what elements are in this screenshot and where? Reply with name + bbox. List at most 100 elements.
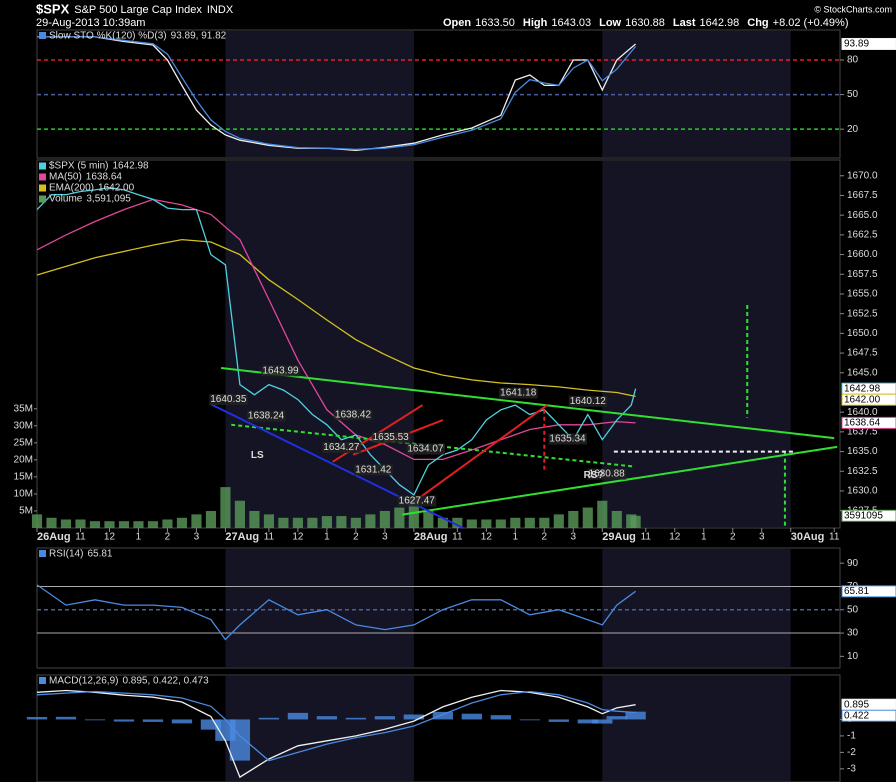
bar bbox=[31, 514, 43, 528]
bar bbox=[258, 717, 280, 720]
bar bbox=[394, 507, 405, 528]
day-shade bbox=[225, 549, 414, 667]
x-tick-label: 12 bbox=[669, 532, 681, 543]
bar bbox=[336, 516, 347, 528]
last-value: 65.81 bbox=[844, 586, 869, 597]
day-shade bbox=[225, 676, 414, 781]
x-tick-label: 11 bbox=[641, 532, 652, 543]
bar bbox=[490, 715, 511, 720]
quote-value: 1630.88 bbox=[625, 17, 665, 29]
x-tick-label: 3 bbox=[571, 532, 577, 543]
x-tick-label: 1 bbox=[136, 532, 142, 543]
series-line bbox=[37, 36, 637, 151]
y-tick-label: -1 bbox=[847, 731, 856, 742]
symbol: $SPX bbox=[36, 1, 70, 16]
bar bbox=[592, 719, 613, 724]
price-annotation: 1634.07 bbox=[407, 444, 444, 455]
y-tick-label: 30 bbox=[847, 628, 859, 639]
trendline bbox=[402, 445, 838, 516]
quote-label: High bbox=[523, 17, 548, 29]
trendline bbox=[220, 367, 835, 440]
series-line bbox=[36, 690, 636, 762]
y-tick-label: 1665.0 bbox=[847, 210, 878, 221]
x-tick-label: 1 bbox=[324, 532, 330, 543]
day-shade bbox=[602, 676, 791, 781]
bar bbox=[519, 719, 540, 721]
legend-swatch bbox=[39, 184, 46, 192]
bar bbox=[452, 517, 463, 528]
quote-label: Low bbox=[599, 17, 621, 29]
price-annotation: 1640.35 bbox=[210, 394, 247, 405]
x-tick-label: 2 bbox=[353, 532, 359, 543]
bar bbox=[374, 716, 396, 720]
bar bbox=[104, 521, 115, 528]
bar bbox=[229, 719, 251, 761]
bar bbox=[539, 517, 550, 528]
bar bbox=[606, 716, 627, 720]
quote-value: 1642.98 bbox=[700, 17, 740, 29]
annotation-box bbox=[322, 441, 361, 453]
y-tick-label: 1640.0 bbox=[847, 407, 878, 418]
last-value-box bbox=[841, 37, 896, 50]
annotation-box bbox=[587, 468, 627, 480]
x-tick-label: 12 bbox=[292, 532, 304, 543]
x-tick-label: 2 bbox=[730, 532, 736, 543]
bar bbox=[432, 711, 453, 720]
y-tick-label: 50 bbox=[847, 89, 859, 100]
bar bbox=[46, 517, 57, 528]
bar bbox=[510, 517, 521, 528]
annotation-box bbox=[209, 394, 248, 406]
annotation-box bbox=[568, 395, 608, 407]
bar bbox=[379, 510, 390, 528]
bar bbox=[316, 716, 338, 720]
x-tick-label: 30Aug bbox=[791, 531, 825, 543]
bar bbox=[403, 714, 425, 720]
y-tick-label: 1667.5 bbox=[847, 190, 878, 201]
exchange: INDX bbox=[207, 4, 234, 16]
x-tick-label: 26Aug bbox=[37, 531, 71, 543]
price-annotation: 1630.88 bbox=[589, 469, 626, 480]
bar bbox=[321, 516, 332, 528]
bar bbox=[597, 500, 608, 528]
price-annotation: 1643.99 bbox=[262, 365, 299, 376]
quote-label: Chg bbox=[747, 17, 768, 29]
bar bbox=[26, 716, 48, 720]
bar bbox=[611, 510, 622, 528]
legend-name: MA(50) bbox=[49, 172, 82, 183]
bar bbox=[365, 514, 376, 528]
legend-title: MACD(12,26,9) bbox=[49, 676, 118, 687]
x-tick-label: 3 bbox=[382, 532, 388, 543]
y-tick-label: 1670.0 bbox=[847, 170, 878, 181]
y-tick-label: 1657.5 bbox=[847, 269, 878, 280]
bar bbox=[60, 519, 72, 528]
price-annotation: 1631.42 bbox=[355, 464, 392, 475]
bar bbox=[481, 519, 492, 528]
x-tick-label: 28Aug bbox=[414, 531, 448, 543]
price-annotation: 1638.24 bbox=[248, 411, 285, 422]
legend-value: 1642.98 bbox=[112, 161, 149, 172]
bar bbox=[89, 521, 101, 528]
x-tick-label: 1 bbox=[513, 532, 519, 543]
x-tick-label: 12 bbox=[104, 532, 116, 543]
bar bbox=[625, 711, 646, 720]
annotation-box bbox=[333, 409, 373, 421]
last-value: 1642.98 bbox=[844, 383, 881, 394]
bar bbox=[249, 510, 260, 528]
quote-value: +8.02 (+0.49%) bbox=[773, 17, 849, 29]
bar bbox=[307, 517, 318, 528]
bar bbox=[113, 719, 135, 722]
bar bbox=[234, 500, 245, 528]
last-value: 1642.00 bbox=[844, 394, 881, 405]
bar bbox=[278, 517, 289, 528]
y-tick-label: 1650.0 bbox=[847, 328, 878, 339]
legend-swatch bbox=[39, 173, 46, 181]
bar bbox=[147, 521, 159, 528]
bar bbox=[553, 514, 564, 528]
bar bbox=[524, 517, 535, 528]
legend-value: 65.81 bbox=[87, 549, 112, 560]
legend-name: EMA(200) bbox=[49, 183, 94, 194]
x-tick-label: 1 bbox=[701, 532, 707, 543]
x-tick-label: 3 bbox=[194, 532, 200, 543]
price-annotation: 1634.27 bbox=[323, 442, 360, 453]
x-tick-label: 29Aug bbox=[602, 531, 636, 543]
